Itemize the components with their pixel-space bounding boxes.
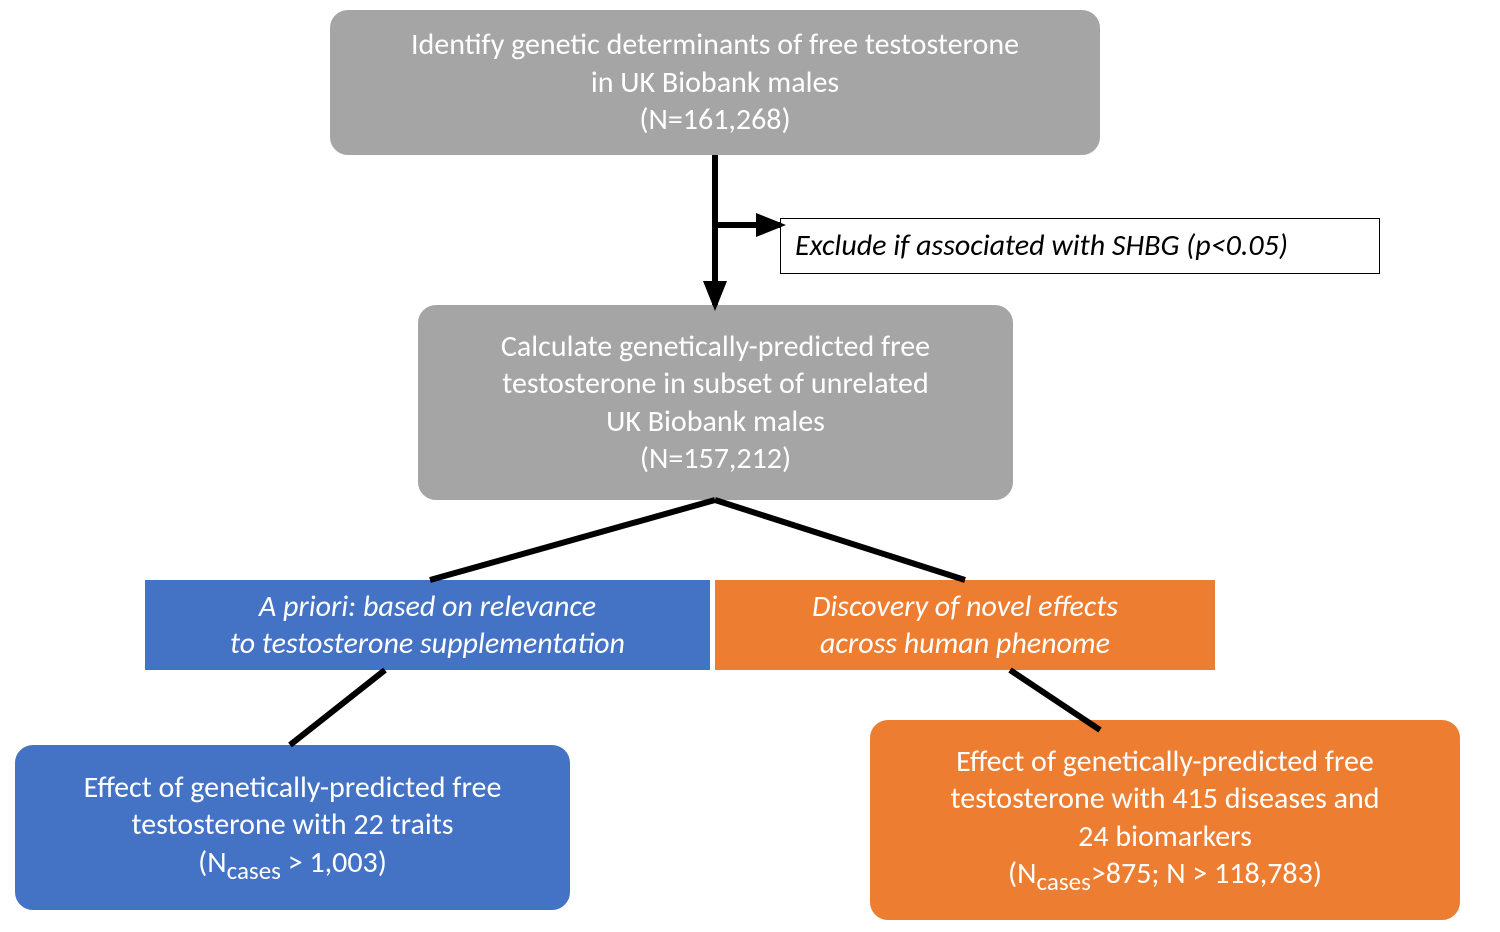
- node-text: Calculate genetically-predicted freetest…: [501, 328, 930, 478]
- flow-node-apriori-label: A priori: based on relevanceto testoster…: [145, 580, 710, 670]
- node-text: A priori: based on relevanceto testoster…: [230, 588, 625, 663]
- node-text: Effect of genetically-predicted freetest…: [950, 743, 1379, 898]
- flow-node-apriori-out: Effect of genetically-predicted freetest…: [15, 745, 570, 910]
- flow-node-discovery-out: Effect of genetically-predicted freetest…: [870, 720, 1460, 920]
- flow-node-calculate: Calculate genetically-predicted freetest…: [418, 305, 1013, 500]
- flow-node-discovery-label: Discovery of novel effectsacross human p…: [715, 580, 1215, 670]
- flow-node-identify: Identify genetic determinants of free te…: [330, 10, 1100, 155]
- node-text: Discovery of novel effectsacross human p…: [812, 588, 1118, 663]
- node-text: Effect of genetically-predicted freetest…: [84, 769, 502, 886]
- node-text: Exclude if associated with SHBG (p<0.05): [795, 227, 1365, 265]
- flow-node-exclude: Exclude if associated with SHBG (p<0.05): [780, 218, 1380, 274]
- node-text: Identify genetic determinants of free te…: [411, 26, 1019, 139]
